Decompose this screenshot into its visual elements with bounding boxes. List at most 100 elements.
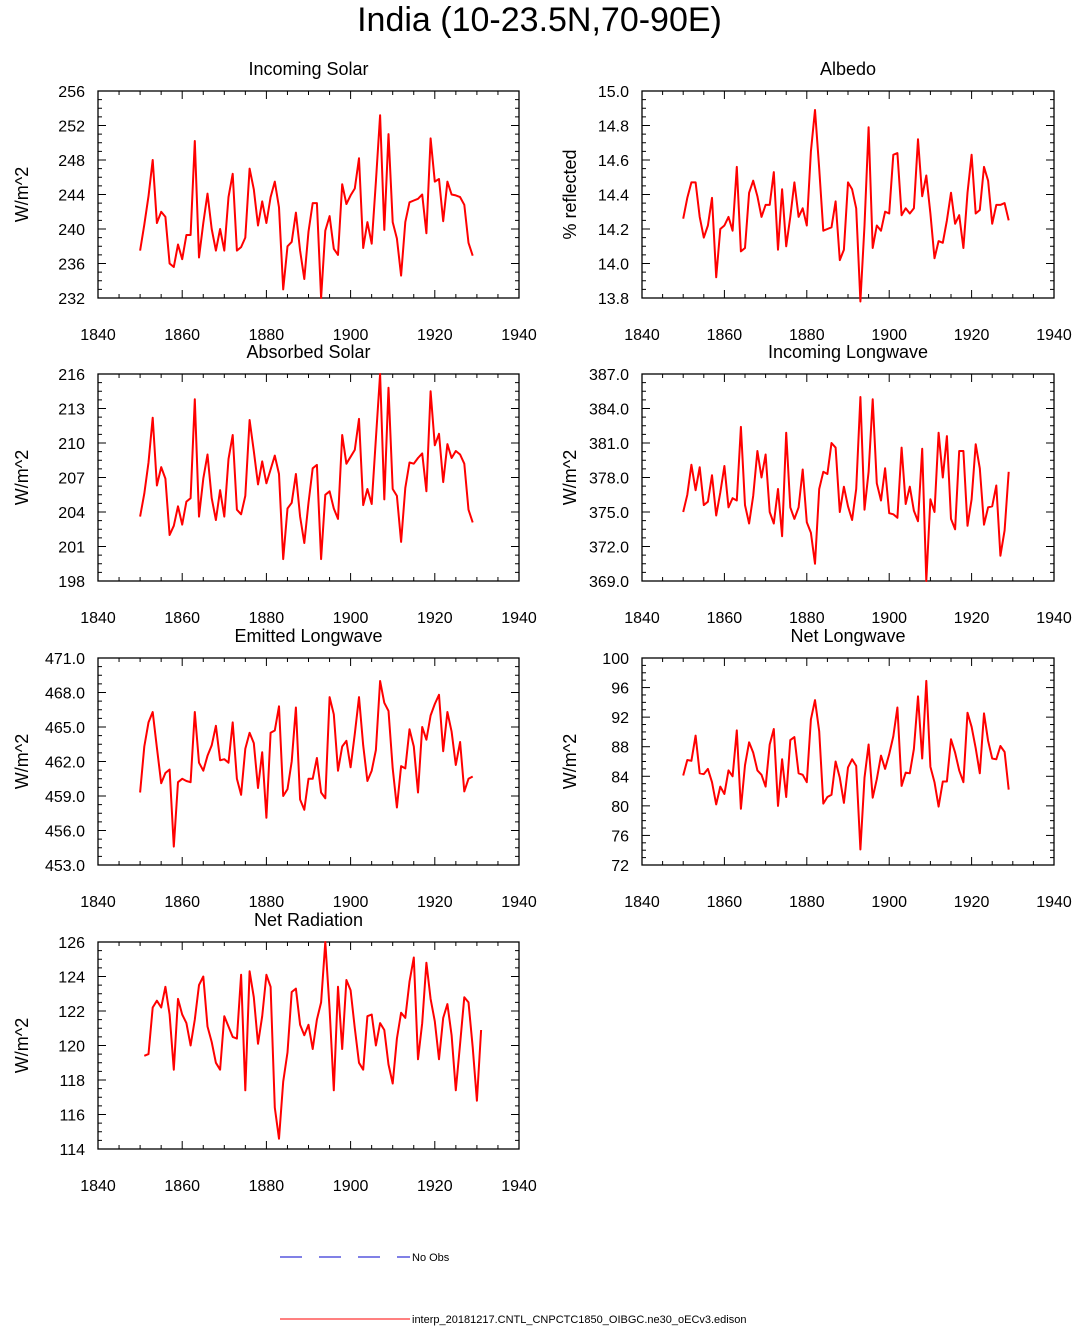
- absorbed-solar-ytick-label: 216: [58, 367, 85, 384]
- absorbed-solar-title: Absorbed Solar: [246, 342, 370, 362]
- net-longwave-title: Net Longwave: [790, 626, 905, 646]
- incoming-longwave-ylabel: W/m^2: [560, 450, 580, 505]
- emitted-longwave-ytick-label: 456.0: [45, 824, 85, 841]
- albedo-xtick-label: 1920: [954, 327, 990, 344]
- incoming-solar-ytick-label: 236: [58, 257, 85, 274]
- albedo-xtick-label: 1860: [707, 327, 743, 344]
- emitted-longwave-xtick-label: 1920: [417, 894, 453, 911]
- net-longwave-ytick-label: 100: [602, 651, 629, 668]
- net-longwave-xtick-label: 1940: [1036, 894, 1072, 911]
- albedo-ytick-label: 14.6: [598, 153, 629, 170]
- emitted-longwave-xtick-label: 1940: [501, 894, 537, 911]
- emitted-longwave-ylabel: W/m^2: [12, 734, 32, 789]
- absorbed-solar-xtick-label: 1880: [249, 610, 285, 627]
- net-radiation-ytick-label: 126: [58, 935, 85, 952]
- albedo-ytick-label: 14.2: [598, 222, 629, 239]
- albedo-ytick-label: 13.8: [598, 291, 629, 308]
- absorbed-solar-ytick-label: 213: [58, 402, 85, 419]
- incoming-longwave-series-line: [682, 396, 1010, 582]
- incoming-solar-xtick-label: 1860: [164, 327, 200, 344]
- panel-emitted-longwave: Emitted Longwave 1840 1860 1880 1900 1920 1940…: [12, 626, 537, 911]
- net-radiation-ytick-label: 118: [59, 1073, 85, 1090]
- net-longwave-xtick-label: 1900: [871, 894, 907, 911]
- net-longwave-xtick-label: 1860: [707, 894, 743, 911]
- net-longwave-ytick-label: 84: [611, 769, 629, 786]
- absorbed-solar-ytick-label: 201: [58, 540, 85, 557]
- net-radiation-ytick-label: 114: [59, 1142, 85, 1159]
- albedo-title: Albedo: [820, 59, 876, 79]
- albedo-ytick-label: 14.8: [598, 119, 629, 136]
- net-longwave-ytick-label: 72: [611, 858, 629, 875]
- net-longwave-ytick-label: 88: [611, 740, 629, 757]
- incoming-longwave-xtick-label: 1860: [707, 610, 743, 627]
- net-radiation-xtick-label: 1920: [417, 1178, 453, 1195]
- absorbed-solar-xtick-label: 1860: [164, 610, 200, 627]
- net-radiation-plot-frame: [97, 941, 520, 1150]
- legend-label-obs: No Obs: [412, 1252, 450, 1264]
- absorbed-solar-xtick-label: 1940: [501, 610, 537, 627]
- net-radiation-xtick-label: 1840: [80, 1178, 116, 1195]
- net-radiation-ytick-label: 116: [59, 1108, 85, 1125]
- incoming-longwave-ytick-label: 378.0: [589, 471, 629, 488]
- albedo-ytick-label: 14.0: [598, 257, 629, 274]
- net-radiation-ytick-label: 124: [58, 970, 85, 987]
- absorbed-solar-series-line: [139, 373, 474, 561]
- albedo-xtick-label: 1940: [1036, 327, 1072, 344]
- emitted-longwave-ytick-label: 462.0: [45, 755, 85, 772]
- incoming-solar-ytick-label: 232: [58, 291, 85, 308]
- albedo-ytick-label: 14.4: [598, 188, 629, 205]
- panel-net-longwave: Net Longwave 1840 1860 1880 1900 1920 1940 72 76…: [560, 626, 1072, 911]
- incoming-solar-ytick-label: 240: [58, 222, 85, 239]
- incoming-longwave-xtick-label: 1940: [1036, 610, 1072, 627]
- incoming-longwave-ytick-label: 387.0: [589, 367, 629, 384]
- net-longwave-xtick-label: 1880: [789, 894, 825, 911]
- emitted-longwave-title: Emitted Longwave: [234, 626, 382, 646]
- incoming-longwave-xtick-label: 1840: [624, 610, 660, 627]
- emitted-longwave-series-line: [139, 680, 474, 848]
- absorbed-solar-plot-frame: [97, 373, 520, 582]
- absorbed-solar-ytick-label: 198: [58, 574, 85, 591]
- incoming-solar-title: Incoming Solar: [248, 59, 368, 79]
- net-longwave-ytick-label: 92: [611, 710, 629, 727]
- net-longwave-plot-frame: [641, 657, 1055, 866]
- incoming-solar-xtick-label: 1880: [249, 327, 285, 344]
- net-radiation-xtick-label: 1880: [249, 1178, 285, 1195]
- legend: No Obs interp_20181217.CNTL_CNPCTC1850_O…: [280, 1252, 746, 1326]
- net-longwave-ytick-label: 96: [611, 681, 629, 698]
- incoming-solar-ytick-label: 252: [58, 119, 85, 136]
- figure-title: India (10-23.5N,70-90E): [357, 1, 722, 39]
- emitted-longwave-xtick-label: 1860: [164, 894, 200, 911]
- panel-incoming-solar: Incoming Solar 1840 1860 1880 1900 1920 1940 23…: [12, 59, 537, 344]
- incoming-longwave-ytick-label: 384.0: [589, 402, 629, 419]
- absorbed-solar-ytick-label: 204: [58, 505, 85, 522]
- panel-absorbed-solar: Absorbed Solar 1840 1860 1880 1900 1920 1940 19…: [12, 342, 537, 627]
- incoming-longwave-ytick-label: 375.0: [589, 505, 629, 522]
- incoming-solar-xtick-label: 1840: [80, 327, 116, 344]
- incoming-longwave-ytick-label: 381.0: [589, 436, 629, 453]
- incoming-longwave-ytick-label: 369.0: [589, 574, 629, 591]
- absorbed-solar-ytick-label: 210: [58, 436, 85, 453]
- net-radiation-xtick-label: 1900: [333, 1178, 369, 1195]
- emitted-longwave-ytick-label: 465.0: [45, 720, 85, 737]
- panel-incoming-longwave: Incoming Longwave 1840 1860 1880 1900 1920 194…: [560, 342, 1072, 627]
- incoming-solar-ylabel: W/m^2: [12, 167, 32, 222]
- incoming-solar-xtick-label: 1900: [333, 327, 369, 344]
- albedo-xtick-label: 1900: [871, 327, 907, 344]
- albedo-ylabel: % reflected: [560, 149, 580, 239]
- panel-albedo: Albedo 1840 1860 1880 1900 1920 1940 13.8 14.0 14…: [560, 59, 1072, 344]
- albedo-series-line: [682, 109, 1010, 303]
- absorbed-solar-ytick-label: 207: [58, 471, 85, 488]
- incoming-solar-xtick-label: 1920: [417, 327, 453, 344]
- net-longwave-xtick-label: 1840: [624, 894, 660, 911]
- albedo-xtick-label: 1880: [789, 327, 825, 344]
- incoming-longwave-title: Incoming Longwave: [768, 342, 928, 362]
- absorbed-solar-xtick-label: 1900: [333, 610, 369, 627]
- net-radiation-ytick-label: 122: [58, 1004, 85, 1021]
- net-longwave-series-line: [682, 679, 1010, 851]
- incoming-solar-ytick-label: 244: [58, 188, 85, 205]
- emitted-longwave-xtick-label: 1840: [80, 894, 116, 911]
- absorbed-solar-ylabel: W/m^2: [12, 450, 32, 505]
- incoming-solar-ytick-label: 256: [58, 84, 85, 101]
- emitted-longwave-xtick-label: 1880: [249, 894, 285, 911]
- absorbed-solar-xtick-label: 1840: [80, 610, 116, 627]
